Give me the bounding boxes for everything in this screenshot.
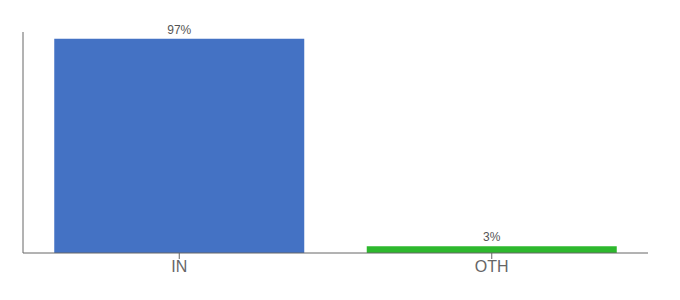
svg-text:3%: 3% — [483, 230, 501, 244]
svg-text:IN: IN — [171, 258, 187, 275]
svg-text:OTH: OTH — [475, 258, 509, 275]
svg-text:97%: 97% — [167, 23, 191, 37]
